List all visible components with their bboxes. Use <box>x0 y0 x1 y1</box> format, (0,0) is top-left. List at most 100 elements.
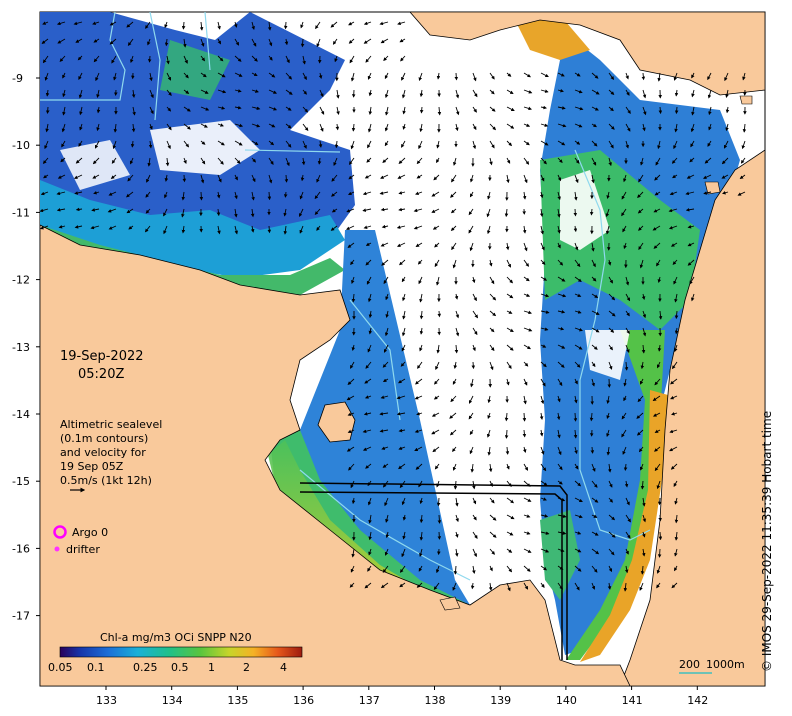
velocity-arrow <box>437 106 442 116</box>
velocity-arrow <box>96 106 101 114</box>
velocity-arrow <box>523 582 529 590</box>
velocity-arrow <box>574 140 581 145</box>
velocity-arrow <box>267 21 272 31</box>
velocity-arrow <box>656 582 661 589</box>
velocity-arrow <box>625 531 631 539</box>
velocity-arrow <box>330 21 338 28</box>
velocity-arrow <box>351 123 356 132</box>
velocity-arrow <box>302 123 309 132</box>
x-tick-label: 134 <box>162 694 183 707</box>
velocity-arrow <box>506 106 515 112</box>
velocity-arrow <box>285 72 293 80</box>
y-tick-label: -12 <box>12 274 30 287</box>
velocity-arrow <box>653 208 661 213</box>
velocity-arrow <box>111 55 117 64</box>
velocity-arrow <box>73 174 83 179</box>
velocity-arrow <box>574 327 583 332</box>
velocity-arrow <box>506 497 515 504</box>
velocity-arrow <box>268 140 275 146</box>
velocity-arrow <box>363 225 372 229</box>
velocity-arrow <box>574 378 578 385</box>
altimetry-line-5: 0.5m/s (1kt 12h) <box>60 474 152 487</box>
velocity-arrow <box>625 293 631 302</box>
velocity-arrow <box>489 548 495 555</box>
velocity-arrow <box>591 72 599 79</box>
velocity-arrow <box>285 89 293 95</box>
velocity-arrow <box>350 72 355 82</box>
velocity-arrow <box>487 446 492 456</box>
velocity-arrow <box>302 55 306 65</box>
velocity-arrow <box>455 531 459 538</box>
velocity-arrow <box>685 191 695 196</box>
velocity-arrow <box>557 395 561 403</box>
velocity-arrow <box>624 565 629 574</box>
velocity-arrow <box>574 106 584 111</box>
colorbar-tick: 1 <box>208 661 215 674</box>
velocity-arrow <box>182 174 187 183</box>
velocity-arrow <box>251 21 255 30</box>
velocity-arrow <box>44 140 49 150</box>
velocity-arrow <box>75 207 83 212</box>
velocity-arrow <box>234 72 243 77</box>
velocity-arrow <box>591 157 597 166</box>
velocity-arrow <box>200 38 205 47</box>
velocity-arrow <box>45 106 50 114</box>
velocity-arrow <box>349 55 355 64</box>
velocity-arrow <box>472 497 477 505</box>
velocity-arrow <box>574 446 578 455</box>
velocity-arrow <box>382 480 389 488</box>
velocity-arrow <box>691 106 695 116</box>
velocity-arrow <box>331 208 338 213</box>
velocity-arrow <box>668 225 678 230</box>
velocity-arrow <box>591 242 595 252</box>
velocity-arrow <box>382 378 389 382</box>
velocity-arrow <box>401 497 406 506</box>
velocity-arrow <box>436 157 440 164</box>
velocity-arrow <box>415 463 423 470</box>
velocity-arrow <box>365 463 372 469</box>
velocity-arrow <box>109 38 117 45</box>
velocity-arrow <box>183 106 191 112</box>
velocity-arrow <box>472 89 478 98</box>
velocity-arrow <box>591 378 595 387</box>
velocity-arrow <box>472 72 477 82</box>
velocity-arrow <box>437 514 442 524</box>
velocity-arrow <box>506 514 515 520</box>
velocity-arrow <box>450 395 457 403</box>
velocity-arrow <box>540 582 545 589</box>
velocity-arrow <box>346 208 355 213</box>
velocity-arrow <box>489 157 493 166</box>
velocity-arrow <box>431 429 440 435</box>
velocity-arrow <box>316 225 321 231</box>
velocity-arrow <box>93 38 100 43</box>
velocity-arrow <box>470 378 474 388</box>
velocity-arrow <box>489 531 497 538</box>
x-tick-label: 142 <box>687 694 708 707</box>
velocity-arrow <box>181 21 186 30</box>
velocity-arrow <box>234 157 241 164</box>
velocity-arrow <box>217 123 224 127</box>
velocity-arrow <box>147 55 152 63</box>
velocity-arrow <box>589 208 594 216</box>
velocity-arrow <box>523 395 527 405</box>
altimetry-line-3: and velocity for <box>60 446 146 459</box>
velocity-arrow <box>472 548 477 558</box>
velocity-arrow <box>95 72 100 82</box>
vessel-track <box>299 482 568 660</box>
velocity-arrow <box>347 429 355 433</box>
argo-label: Argo 0 <box>72 526 108 539</box>
velocity-arrow <box>656 259 661 267</box>
velocity-arrow <box>504 429 509 439</box>
x-tick-label: 137 <box>359 694 380 707</box>
velocity-arrow <box>183 157 187 165</box>
velocity-arrow <box>365 361 372 369</box>
velocity-arrow <box>654 174 661 181</box>
velocity-arrow <box>417 361 423 369</box>
velocity-arrow <box>436 480 440 488</box>
velocity-arrow <box>671 582 678 589</box>
velocity-arrow <box>658 106 663 115</box>
velocity-arrow <box>368 310 373 319</box>
velocity-arrow <box>591 463 596 472</box>
velocity-arrow <box>608 123 615 130</box>
velocity-arrow <box>506 480 512 488</box>
